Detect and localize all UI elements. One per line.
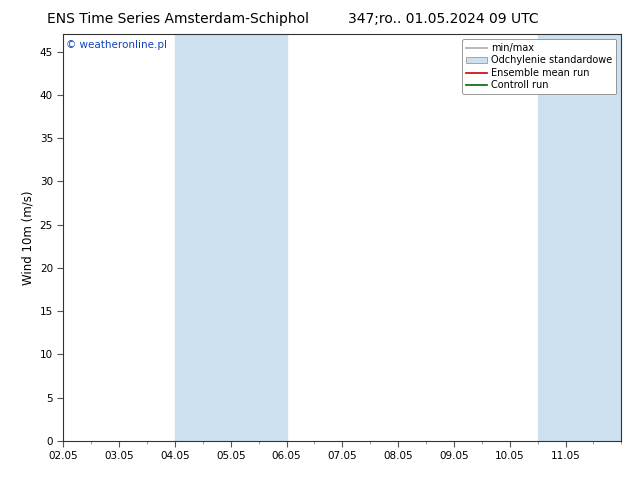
Text: ENS Time Series Amsterdam-Schiphol: ENS Time Series Amsterdam-Schiphol bbox=[46, 12, 309, 26]
Bar bbox=[231, 34, 287, 441]
Bar bbox=[538, 34, 621, 441]
Text: © weatheronline.pl: © weatheronline.pl bbox=[66, 40, 167, 50]
Bar bbox=[175, 34, 231, 441]
Y-axis label: Wind 10m (m/s): Wind 10m (m/s) bbox=[21, 191, 34, 285]
Legend: min/max, Odchylenie standardowe, Ensemble mean run, Controll run: min/max, Odchylenie standardowe, Ensembl… bbox=[462, 39, 616, 94]
Text: 347;ro.. 01.05.2024 09 UTC: 347;ro.. 01.05.2024 09 UTC bbox=[349, 12, 539, 26]
